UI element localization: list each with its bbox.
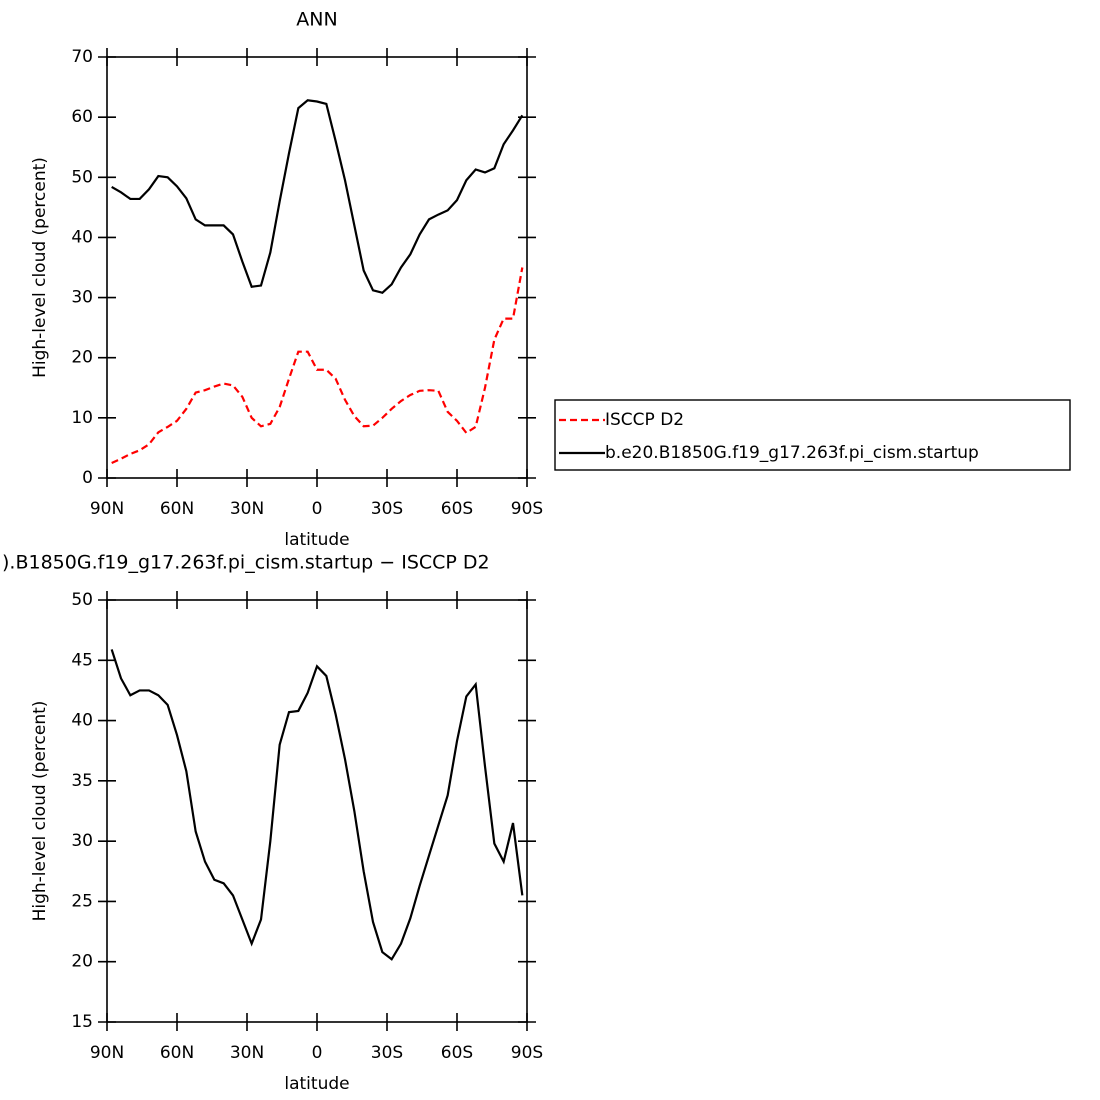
legend-box [554, 399, 1071, 471]
y-tick-label: 35 [71, 771, 93, 791]
y-tick-label: 70 [71, 47, 93, 67]
y-tick-label: 60 [71, 107, 93, 127]
chart-title: ).B1850G.f19_g17.263f.pi_cism.startup − … [2, 552, 490, 574]
x-tick-label: 90S [511, 1043, 543, 1063]
plot-frame [106, 599, 528, 1023]
x-tick-label: 30N [230, 1043, 264, 1063]
data-line [110, 649, 524, 961]
data-line [111, 99, 524, 294]
x-tick-label: 0 [312, 1043, 323, 1063]
y-axis-label: High-level cloud (percent) [30, 701, 50, 922]
x-tick-label: 60S [441, 1043, 473, 1063]
y-tick-label: 50 [71, 167, 93, 187]
x-tick-label: 60N [160, 499, 194, 519]
x-tick-label: 60N [160, 1043, 194, 1063]
legend-label: b.e20.B1850G.f19_g17.263f.pi_cism.startu… [605, 443, 979, 463]
x-tick-label: 90N [90, 1043, 124, 1063]
plot-frame [106, 56, 528, 479]
y-tick-label: 20 [71, 348, 93, 368]
y-tick-label: 30 [71, 831, 93, 851]
y-tick-label: 45 [71, 650, 93, 670]
x-axis-label: latitude [284, 1074, 349, 1094]
y-tick-label: 0 [82, 468, 93, 488]
y-tick-label: 50 [71, 590, 93, 610]
x-tick-label: 0 [312, 499, 323, 519]
y-tick-label: 15 [71, 1012, 93, 1032]
y-tick-label: 20 [71, 952, 93, 972]
x-tick-label: 30S [371, 499, 403, 519]
x-tick-label: 60S [441, 499, 473, 519]
x-tick-label: 30S [371, 1043, 403, 1063]
chart-title: ANN [296, 9, 337, 31]
data-line [111, 267, 524, 464]
x-tick-label: 90N [90, 499, 124, 519]
y-tick-label: 25 [71, 891, 93, 911]
y-axis-label: High-level cloud (percent) [30, 157, 50, 378]
y-tick-label: 10 [71, 408, 93, 428]
y-tick-label: 30 [71, 288, 93, 308]
x-axis-label: latitude [284, 530, 349, 550]
y-tick-label: 40 [71, 227, 93, 247]
x-tick-label: 30N [230, 499, 264, 519]
x-tick-label: 90S [511, 499, 543, 519]
legend-label: ISCCP D2 [605, 410, 684, 430]
y-tick-label: 40 [71, 711, 93, 731]
